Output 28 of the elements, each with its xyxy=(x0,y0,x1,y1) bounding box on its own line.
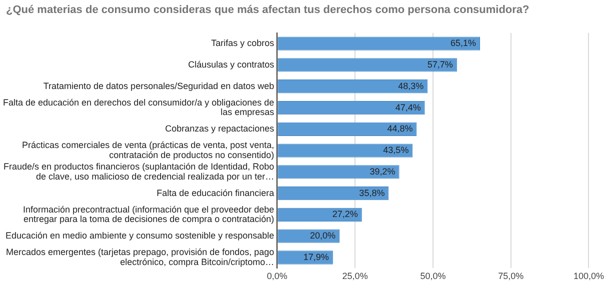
y-tick-label: Educación en medio ambiente y consumo sostenible y responsable xyxy=(6,230,274,241)
y-tick-label: Fraude/s en productos financieros (suplantación de Identidad, Robo de clave, uso malicioso de credencial realizada por un ter… xyxy=(3,161,274,182)
y-tick-label: Prácticas comerciales de venta (prácticas de venta, post venta, contratación de productos no consentido) xyxy=(22,140,274,160)
chart-title: ¿Qué materias de consumo consideras que más afectan tus derechos como persona consumidora? xyxy=(6,4,530,16)
y-tick-label: Mercados emergentes (tarjetas prepago, provisión de fondos, pago electrónico, compra Bitcoin/criptomo… xyxy=(6,247,274,267)
data-label: 35,8% xyxy=(359,188,385,198)
y-tick-label: Falta de educación financiera xyxy=(156,188,274,198)
data-label: 20,0% xyxy=(310,230,336,241)
data-label: 17,9% xyxy=(303,252,329,262)
y-tick-label: Tratamiento de datos personales/Seguridad en datos web xyxy=(43,80,274,91)
x-tick-label: 25,0% xyxy=(342,271,368,282)
data-label: 65,1% xyxy=(450,38,476,48)
x-tick-label: 75,0% xyxy=(498,271,524,282)
y-tick-label: Tarifas y cobros xyxy=(211,38,275,48)
y-tick-label: Información precontractual (información que el proveedor debe entregar para la toma de decisiones de compra o contratación) xyxy=(23,204,274,224)
x-tick-label: 50,0% xyxy=(420,271,446,282)
data-label: 48,3% xyxy=(398,80,424,91)
y-tick-label: Cláusulas y contratos xyxy=(188,59,275,70)
data-label: 44,8% xyxy=(387,124,413,134)
x-tick-label: 100,0% xyxy=(573,271,604,282)
data-label: 57,7% xyxy=(427,59,453,70)
data-label: 47,4% xyxy=(395,102,421,112)
x-tick-label: 0,0% xyxy=(266,271,288,282)
y-tick-label: Cobranzas y repactaciones xyxy=(165,124,275,134)
data-label: 27,2% xyxy=(332,209,358,220)
y-tick-label: Falta de educación en derechos del consumidor/a y obligaciones de las empresas xyxy=(2,97,275,118)
data-label: 39,2% xyxy=(370,166,396,176)
data-label: 43,5% xyxy=(383,145,409,156)
